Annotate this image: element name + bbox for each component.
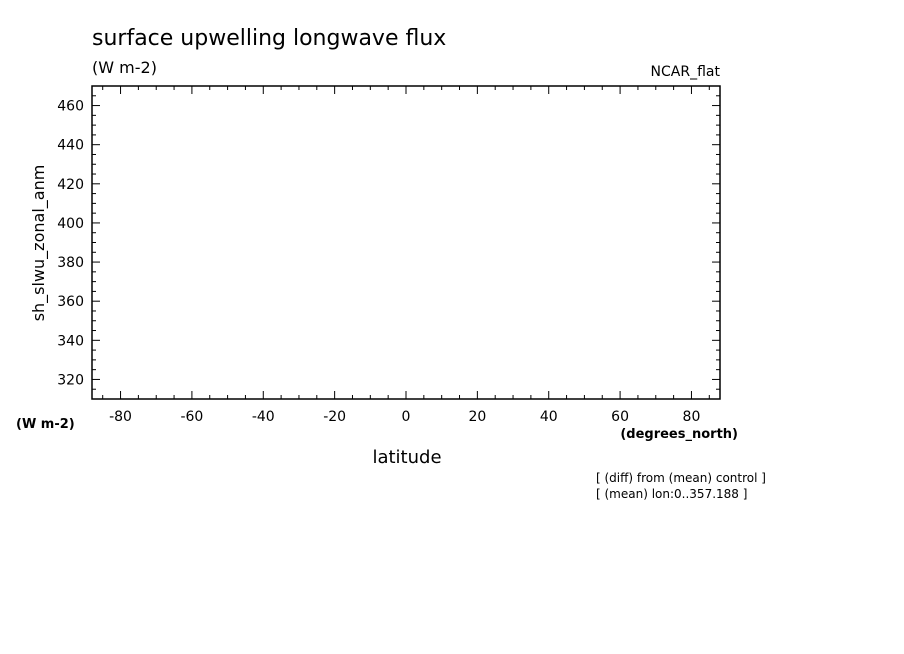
- chart-subtitle: (W m-2): [92, 58, 157, 77]
- x-tick-label: -40: [252, 409, 275, 425]
- x-tick-label: -80: [109, 409, 132, 425]
- y-tick-label: 380: [57, 255, 84, 271]
- x-axis-label: latitude: [372, 447, 441, 468]
- y-tick-label: 320: [57, 372, 84, 388]
- x-axis-ticks: [102, 86, 710, 399]
- plot-frame: [91, 85, 721, 400]
- y-tick-label: 460: [57, 99, 84, 115]
- x-axis-units: (degrees_north): [620, 427, 738, 442]
- y-tick-label: 400: [57, 216, 84, 232]
- y-axis-units: (W m-2): [16, 417, 75, 432]
- y-tick-label: 360: [57, 294, 84, 310]
- x-tick-label: 80: [683, 409, 701, 425]
- y-tick-label: 420: [57, 177, 84, 193]
- x-axis-tick-labels: -80 -60 -40 -20 0 20 40 60 80: [109, 409, 700, 425]
- y-axis-tick-labels: 320 340 360 380 400 420 440 460: [57, 99, 84, 389]
- note-mean: [ (mean) lon:0..357.188 ]: [596, 487, 747, 501]
- chart-title: surface upwelling longwave flux: [92, 26, 446, 51]
- y-axis-ticks: [92, 95, 720, 390]
- x-tick-label: -20: [323, 409, 346, 425]
- y-tick-label: 440: [57, 138, 84, 154]
- x-tick-label: 40: [540, 409, 558, 425]
- x-tick-label: 20: [468, 409, 486, 425]
- x-tick-label: 60: [611, 409, 629, 425]
- x-tick-label: -60: [180, 409, 203, 425]
- corner-label: NCAR_flat: [651, 64, 721, 80]
- x-tick-label: 0: [402, 409, 411, 425]
- y-axis-label: sh_slwu_zonal_anm: [29, 165, 49, 322]
- y-tick-label: 340: [57, 333, 84, 349]
- note-diff: [ (diff) from (mean) control ]: [596, 471, 766, 485]
